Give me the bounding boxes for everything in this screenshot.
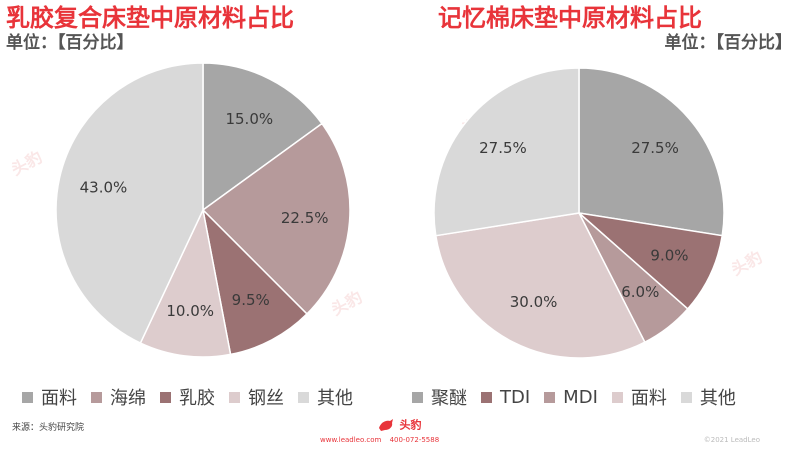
legend-item: 海绵 <box>91 384 146 410</box>
unit-label-left: 单位：【百分比】 <box>6 33 134 53</box>
phone-number: 400-072-5588 <box>389 436 440 444</box>
watermark: 头豹 <box>458 107 496 140</box>
legend-swatch <box>229 391 240 403</box>
legend-swatch <box>481 391 492 403</box>
leopard-icon <box>379 418 394 431</box>
legend-swatch <box>544 391 556 403</box>
slice-value-label: 9.0% <box>650 247 688 265</box>
legend-item: 聚醚 <box>412 384 467 410</box>
pie-slice-1 <box>576 211 724 310</box>
legend-swatch <box>22 391 33 403</box>
legend-item: 乳胶 <box>160 384 215 410</box>
slice-value-label: 27.5% <box>631 139 679 157</box>
legend-swatch <box>680 391 692 403</box>
legend-label: MDI <box>563 386 598 408</box>
legend-item: 钢丝 <box>229 384 284 410</box>
source-note: 来源：头豹研究院 <box>12 423 85 433</box>
website-link[interactable]: www.leadleo.com <box>320 436 382 444</box>
legend-item: 其他 <box>298 384 353 410</box>
legend-label: 海绵 <box>110 388 146 409</box>
brand-name: 头豹 <box>399 418 422 432</box>
watermark: 头豹 <box>728 247 766 280</box>
legend-swatch <box>611 391 623 403</box>
slice-value-label: 9.5% <box>232 291 270 309</box>
pie-chart-latex-mattress: 15.0% 22.5% 9.5% 10.0% 43.0% <box>55 62 351 358</box>
legend-label: TDI <box>500 386 531 408</box>
legend-label: 乳胶 <box>179 388 215 409</box>
unit-label-right: 单位：【百分比】 <box>664 33 793 53</box>
pie-slice-4 <box>433 67 580 237</box>
pie-slice-0 <box>202 62 323 212</box>
legend-label: 其他 <box>317 388 353 409</box>
legend-swatch <box>298 391 309 403</box>
slice-value-label: 22.5% <box>281 209 329 227</box>
copyright: ©2021 LeadLeo <box>703 436 760 444</box>
legend-label: 面料 <box>630 388 667 409</box>
legend-item: 面料 <box>611 384 667 410</box>
legend-latex-mattress: 面料 海绵 乳胶 钢丝 其他 <box>22 384 367 410</box>
legend-item: MDI <box>544 387 598 408</box>
legend-label: 钢丝 <box>248 388 284 409</box>
legend-item: 面料 <box>22 384 77 410</box>
legend-label: 面料 <box>41 388 77 409</box>
legend-swatch <box>412 391 423 403</box>
pie-slice-0 <box>578 67 725 237</box>
pie-slice-2 <box>578 212 689 344</box>
legend-swatch <box>91 391 102 403</box>
slice-value-label: 27.5% <box>479 139 527 157</box>
legend-item: TDI <box>481 387 530 408</box>
slice-value-label: 30.0% <box>510 293 558 311</box>
legend-item: 其他 <box>680 384 736 410</box>
slice-value-label: 43.0% <box>80 179 128 197</box>
pie-slice-3 <box>434 212 646 359</box>
legend-swatch <box>160 391 171 403</box>
brand-logo: 头豹 <box>368 414 432 433</box>
slice-value-label: 15.0% <box>225 110 273 128</box>
legend-label: 其他 <box>699 388 736 409</box>
pie-slice-1 <box>201 122 351 316</box>
slice-value-label: 10.0% <box>166 302 214 320</box>
legend-label: 聚醚 <box>431 388 467 409</box>
slice-value-label: 6.0% <box>621 283 659 301</box>
chart-title-latex-mattress: 乳胶复合床垫中原材料占比 <box>6 4 294 32</box>
pie-slice-2 <box>201 207 309 356</box>
legend-memory-foam-mattress: 聚醚 TDI MDI 面料 其他 <box>412 384 750 410</box>
pie-slice-3 <box>139 207 232 358</box>
chart-title-memory-foam-mattress: 记忆棉床垫中原材料占比 <box>438 4 702 32</box>
pie-slice-4 <box>55 62 204 345</box>
footer-contact: www.leadleo.com 400-072-5588 <box>320 436 445 444</box>
